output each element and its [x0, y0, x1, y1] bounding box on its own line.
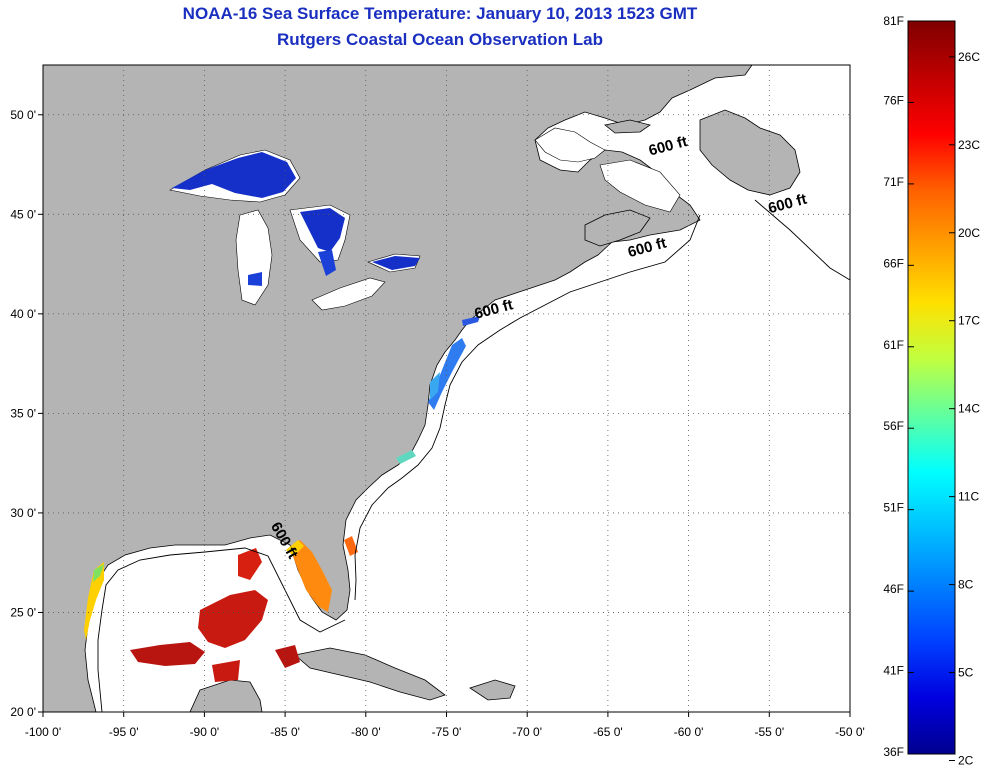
- x-axis-ticks: -100 0' -95 0' -90 0' -85 0' -80 0' -75 0' -70…: [25, 712, 865, 739]
- florida-west-sst: [290, 540, 332, 612]
- colorbar-f-label: 71F: [883, 175, 904, 189]
- x-tick-label: -95 0': [109, 725, 139, 739]
- lake-michigan-sst: [318, 250, 336, 276]
- colorbar-c-label: 23C: [958, 138, 980, 152]
- x-tick-label: -55 0': [754, 725, 784, 739]
- anticosti-land: [604, 119, 651, 134]
- isobath-600ft-gulf: [97, 547, 346, 712]
- colorbar-c-label: 20C: [958, 226, 980, 240]
- colorbar-f-label: 36F: [883, 745, 904, 759]
- nova-scotia-land: [584, 209, 651, 247]
- lake-superior-sst: [172, 152, 296, 198]
- y-tick-label: 25 0': [10, 605, 36, 619]
- colorbar-c-label: 2C: [958, 754, 974, 768]
- x-tick-label: -70 0': [512, 725, 542, 739]
- lake-small-sst: [248, 272, 262, 286]
- x-tick-label: -60 0': [674, 725, 704, 739]
- colorbar-scale: [907, 20, 956, 755]
- x-tick-label: -80 0': [351, 725, 381, 739]
- newfoundland-land: [699, 109, 801, 196]
- st-lawrence-water: [534, 127, 606, 163]
- map-subtitle: Rutgers Coastal Ocean Observation Lab: [277, 30, 603, 49]
- x-tick-label: -65 0': [593, 725, 623, 739]
- colorbar: 81F 76F 71F 66F 61F 56F 51F 46F 41F 36F 26C 23C 20C 1…: [883, 14, 980, 768]
- gulf-sst-patch-5: [212, 660, 240, 682]
- x-tick-label: -50 0': [835, 725, 865, 739]
- y-tick-label: 35 0': [10, 406, 36, 420]
- hispaniola-land: [469, 679, 516, 701]
- y-axis-ticks: 20 0' 25 0' 30 0' 35 0' 40 0' 45 0' 50 0': [10, 108, 43, 719]
- colorbar-f-label: 51F: [883, 501, 904, 515]
- gulf-sst-patch-1: [198, 590, 268, 648]
- x-tick-label: -85 0': [270, 725, 300, 739]
- colorbar-f-label: 61F: [883, 338, 904, 352]
- texas-sst-cool: [93, 564, 104, 582]
- y-tick-label: 45 0': [10, 207, 36, 221]
- lake-erie: [311, 277, 386, 311]
- colorbar-f-label: 76F: [883, 93, 904, 107]
- map-title: NOAA-16 Sea Surface Temperature: January…: [182, 4, 698, 23]
- florida-west-sst-warm: [286, 540, 304, 556]
- gulf-sst-patch-3: [238, 548, 262, 580]
- isobath-600ft: [754, 199, 850, 281]
- y-tick-label: 30 0': [10, 506, 36, 520]
- gulf-sst-patch-2: [130, 642, 205, 666]
- lake-michigan: [235, 209, 273, 306]
- delmarva-sst: [430, 372, 440, 400]
- colorbar-c-label: 26C: [958, 50, 980, 64]
- colorbar-c-label: 14C: [958, 402, 980, 416]
- gulf-sst-patch-4: [275, 645, 300, 668]
- y-tick-label: 20 0': [10, 705, 36, 719]
- cuba-land: [294, 647, 446, 701]
- colorbar-c-label: 5C: [958, 666, 974, 680]
- lake-ontario-sst: [372, 256, 420, 270]
- colorbar-c-label: 8C: [958, 578, 974, 592]
- lake-huron-sst: [300, 208, 345, 252]
- colorbar-c-label: 11C: [958, 490, 979, 504]
- texas-sst: [84, 562, 104, 640]
- x-tick-label: -75 0': [432, 725, 462, 739]
- y-tick-label: 40 0': [10, 307, 36, 321]
- colorbar-f-label: 46F: [883, 582, 904, 596]
- colorbar-f-label: 56F: [883, 419, 904, 433]
- x-tick-label: -90 0': [190, 725, 220, 739]
- st-lawrence-water-2: [599, 159, 681, 213]
- ny-bight-sst: [462, 316, 480, 326]
- map-layers: [43, 65, 850, 712]
- colorbar-c-label: 17C: [958, 314, 980, 328]
- y-tick-label: 50 0': [10, 108, 36, 122]
- colorbar-f-label: 66F: [883, 256, 904, 270]
- x-tick-label: -100 0': [25, 725, 61, 739]
- colorbar-f-label: 81F: [883, 14, 904, 28]
- florida-east-sst: [344, 536, 358, 556]
- colorbar-f-label: 41F: [883, 664, 904, 678]
- carolina-sst: [396, 450, 416, 464]
